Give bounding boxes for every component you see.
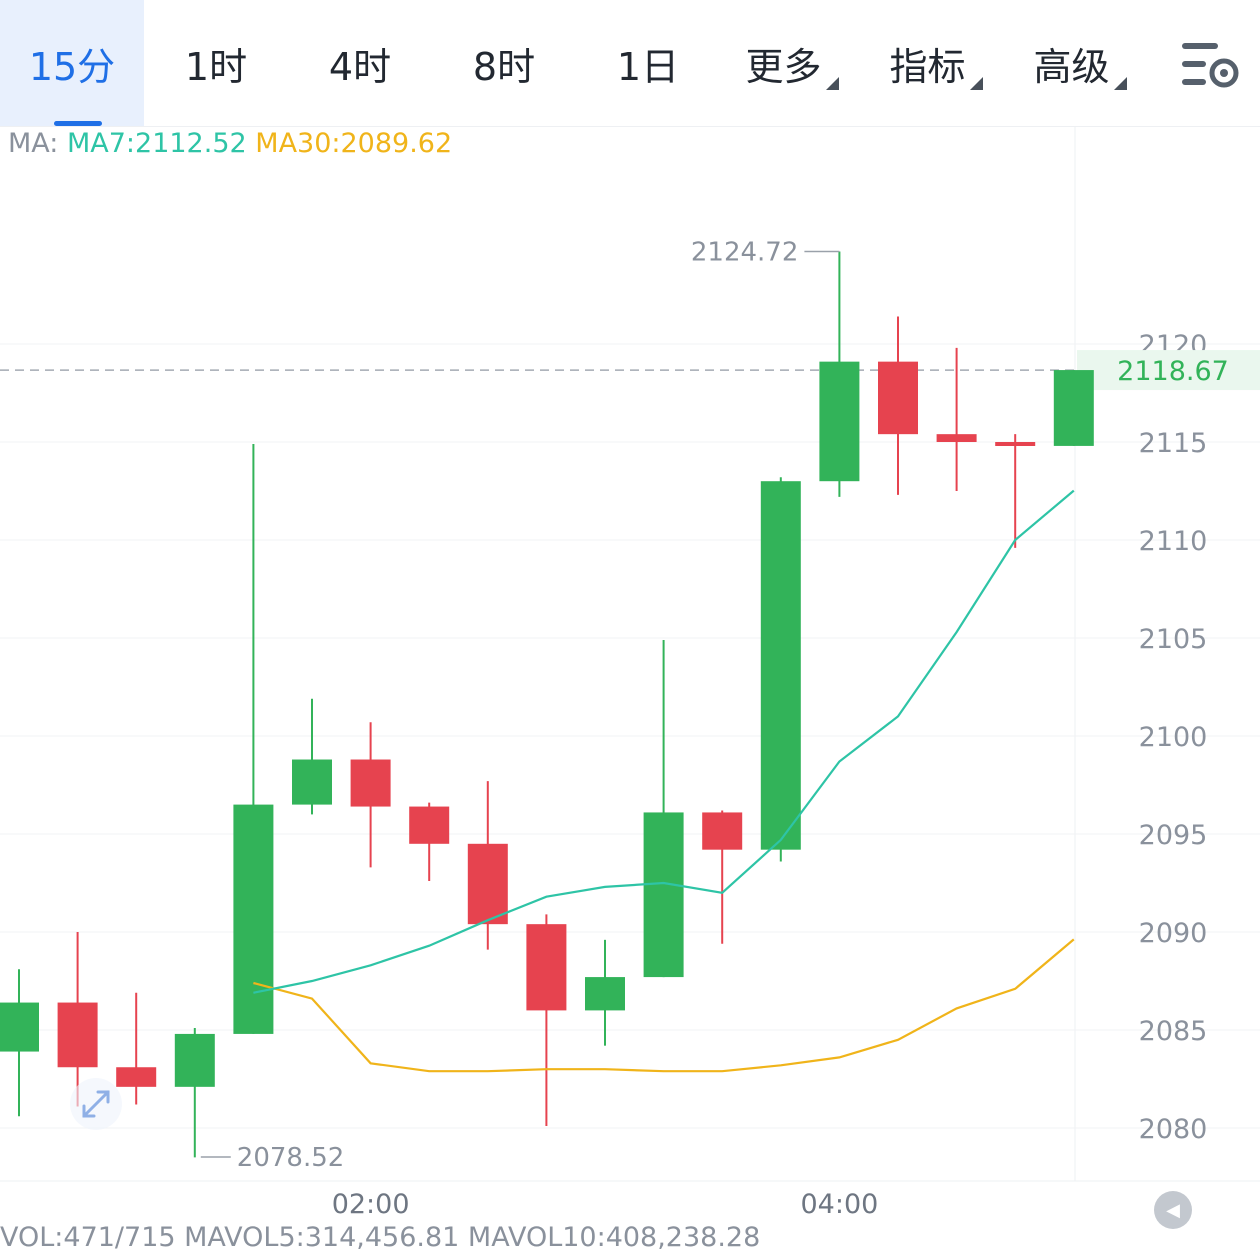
tab-15min[interactable]: 15分 — [0, 0, 144, 126]
ma30-line — [253, 938, 1075, 1073]
dropdown-triangle-icon — [1113, 77, 1127, 90]
candle-down — [936, 434, 977, 442]
tab-1day[interactable]: 1日 — [576, 0, 720, 126]
high-price-label: 2124.72 — [691, 237, 799, 267]
tab-label: 15分 — [28, 44, 116, 89]
ma-label: MA: — [8, 128, 59, 159]
candle-down — [409, 806, 450, 844]
moving-average-legend: MA: MA7:2112.52 MA30:2089.62 — [8, 128, 452, 159]
candle-up — [292, 759, 332, 805]
tab-indicators[interactable]: 指标 — [864, 0, 1008, 126]
tab-8hour[interactable]: 8时 — [432, 0, 576, 126]
dropdown-triangle-icon — [969, 77, 983, 90]
candle-up — [819, 361, 860, 482]
candle-down — [526, 924, 567, 1011]
x-tick-label: 04:00 — [800, 1189, 878, 1220]
y-tick-label: 2110 — [1139, 526, 1208, 557]
candle-down — [467, 843, 508, 925]
tab-label: 1日 — [616, 44, 680, 89]
last-price-label: 2118.67 — [1117, 356, 1229, 387]
ma30-value: MA30:2089.62 — [255, 128, 453, 159]
low-price-label: 2078.52 — [237, 1143, 345, 1173]
y-tick-label: 2105 — [1139, 624, 1208, 655]
candle-down — [878, 361, 918, 435]
tab-advanced[interactable]: 高级 — [1008, 0, 1152, 126]
last-price-tag — [1077, 350, 1260, 391]
candle-down — [116, 1067, 157, 1087]
tab-label: 高级 — [1033, 44, 1110, 89]
tab-4hour[interactable]: 4时 — [288, 0, 432, 126]
jump-to-latest-icon: ◀ — [1166, 1199, 1180, 1221]
expand-chart-icon[interactable] — [70, 1078, 122, 1130]
y-tick-label: 2115 — [1139, 428, 1208, 459]
x-tick-label: 02:00 — [332, 1189, 410, 1220]
chart-settings-icon[interactable] — [1180, 40, 1242, 90]
candlestick-chart[interactable]: 20802085209020952100210521102115212002:0… — [0, 126, 1260, 1222]
tab-1hour[interactable]: 1时 — [144, 0, 288, 126]
candle-up — [585, 977, 625, 1011]
y-tick-label: 2095 — [1139, 820, 1208, 851]
candle-up — [0, 1002, 39, 1052]
y-tick-label: 2080 — [1139, 1114, 1208, 1145]
candle-up — [643, 812, 684, 978]
volume-legend: VOL:471/715 MAVOL5:314,456.81 MAVOL10:40… — [0, 1222, 761, 1253]
tab-more[interactable]: 更多 — [720, 0, 864, 126]
tab-label: 8时 — [472, 44, 536, 89]
candle-up — [760, 481, 801, 850]
candle-down — [350, 759, 391, 807]
candle-down — [702, 812, 743, 850]
timeframe-tab-bar: 15分 1时 4时 8时 1日 更多 指标 高级 — [0, 0, 1260, 127]
candle-up — [1053, 370, 1094, 446]
y-tick-label: 2100 — [1139, 722, 1208, 753]
tab-label: 4时 — [328, 44, 392, 89]
candle-down — [57, 1002, 98, 1068]
candle-up — [174, 1033, 215, 1087]
ma7-value: MA7:2112.52 — [66, 128, 247, 159]
ma7-line — [253, 489, 1075, 994]
dropdown-triangle-icon — [825, 77, 839, 90]
jump-to-latest-button[interactable]: ◀ — [1154, 1191, 1192, 1229]
candle-up — [233, 804, 274, 1034]
tab-label: 指标 — [889, 44, 966, 89]
candle-down — [995, 442, 1036, 446]
y-tick-label: 2085 — [1139, 1016, 1208, 1047]
y-tick-label: 2090 — [1139, 918, 1208, 949]
tab-label: 更多 — [745, 44, 822, 89]
tab-label: 1时 — [184, 44, 248, 89]
